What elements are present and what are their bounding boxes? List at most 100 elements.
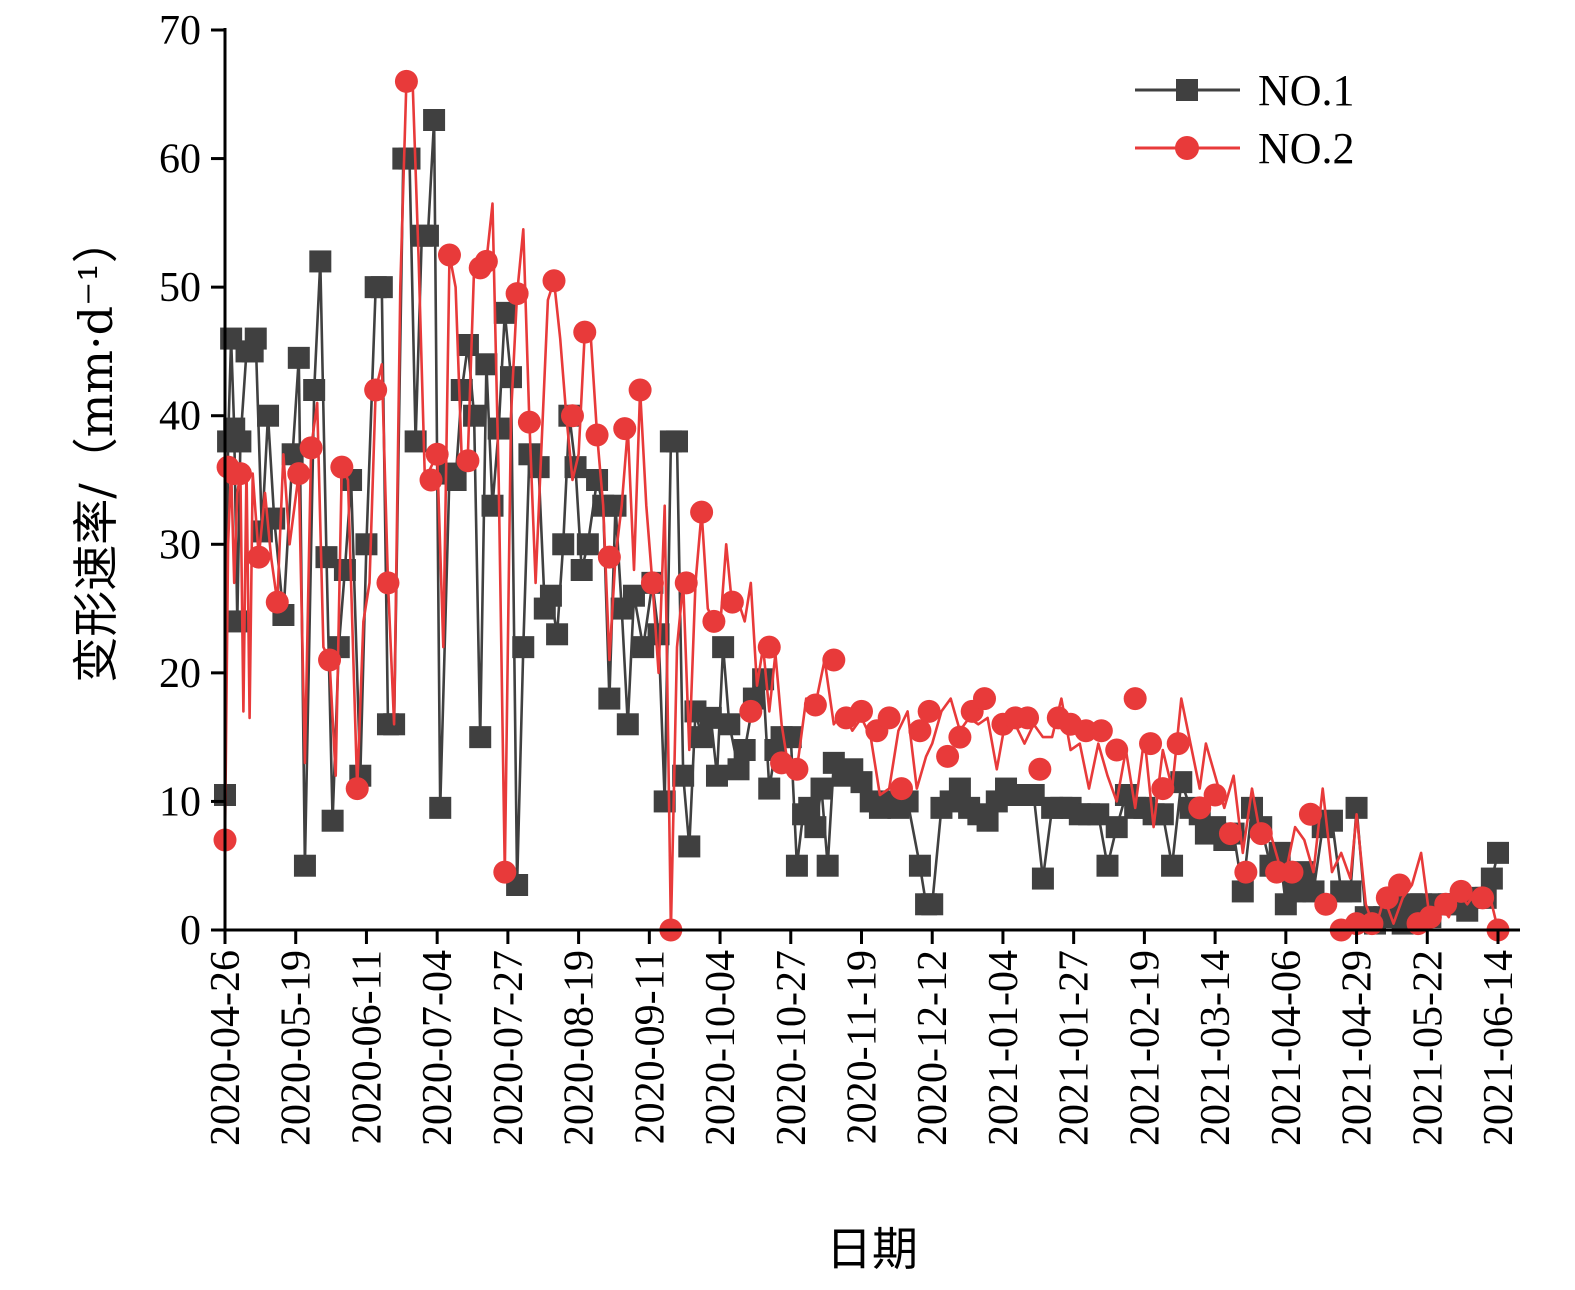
data-point-no2 [474, 249, 498, 273]
x-tick-label: 2021-04-06 [1264, 950, 1310, 1146]
x-tick-label: 2020-09-11 [627, 950, 673, 1144]
data-point-no1 [546, 623, 569, 646]
data-point-no1 [712, 636, 735, 659]
legend-label-no1: NO.1 [1258, 66, 1355, 115]
data-point-no1 [450, 379, 473, 401]
data-point-no2 [1434, 892, 1458, 916]
data-point-no2 [1298, 802, 1322, 826]
legend: NO.1 NO.2 [1135, 66, 1355, 173]
data-point-no2 [345, 777, 369, 801]
x-tick-label: 2020-11-19 [840, 950, 886, 1144]
data-point-no1 [404, 430, 427, 453]
data-point-no2 [560, 404, 584, 428]
data-point-no1 [616, 713, 639, 736]
data-point-no2 [1166, 732, 1190, 756]
data-point-no2 [803, 693, 827, 717]
data-point-no1 [287, 346, 310, 369]
legend-marker-no2 [1175, 136, 1199, 160]
x-tick-label: 2021-03-14 [1193, 950, 1239, 1146]
data-point-no2 [1218, 822, 1242, 846]
data-point-no2 [948, 725, 972, 749]
data-point-no1 [539, 584, 562, 607]
y-tick-label: 0 [180, 908, 201, 954]
data-point-no1 [444, 469, 467, 491]
data-point-no2 [1314, 892, 1338, 916]
data-point-no2 [437, 243, 461, 267]
x-tick-label: 2021-05-22 [1405, 950, 1451, 1146]
data-point-no1 [1231, 880, 1254, 903]
data-point-no1 [647, 623, 670, 646]
data-point-no2 [822, 648, 846, 672]
data-point-no1 [469, 726, 492, 749]
data-point-no1 [948, 777, 971, 800]
y-tick-label: 70 [159, 8, 201, 54]
data-point-no2 [419, 468, 443, 492]
x-tick-label: 2020-10-27 [769, 950, 815, 1146]
data-point-no1 [816, 854, 839, 877]
data-point-no1 [303, 379, 326, 401]
data-point-no2 [573, 320, 597, 344]
data-point-no2 [247, 545, 271, 569]
data-point-no2 [889, 777, 913, 801]
data-point-no1 [758, 777, 781, 800]
data-point-no2 [299, 436, 323, 460]
series-layer [213, 69, 1510, 942]
data-point-no1 [1339, 880, 1362, 903]
x-tick-label: 2021-04-29 [1335, 950, 1381, 1146]
data-point-no1 [1031, 867, 1054, 890]
legend-label-no2: NO.2 [1258, 124, 1355, 173]
y-axis-title: 变形速率/（mm·d⁻¹） [69, 217, 123, 683]
data-point-no1 [1241, 796, 1264, 819]
y-tick-label: 10 [159, 779, 201, 825]
data-point-no2 [597, 545, 621, 569]
data-point-no1 [678, 835, 701, 858]
data-point-no2 [1249, 822, 1273, 846]
data-point-no2 [739, 699, 763, 723]
data-point-no1 [672, 764, 695, 787]
data-point-no1 [705, 764, 728, 787]
x-tick-label: 2020-06-11 [344, 950, 390, 1144]
data-point-no2 [1151, 777, 1175, 801]
ticks-layer: 0 10 20 30 40 50 60 70 2020-04-26 2020-05-19 2020-… [159, 8, 1522, 1146]
data-point-no1 [570, 559, 593, 581]
data-point-no1 [1480, 867, 1503, 890]
data-point-no2 [505, 282, 529, 306]
data-point-no1 [1487, 841, 1509, 864]
data-point-no2 [425, 442, 449, 466]
data-point-no1 [733, 739, 756, 761]
data-point-no2 [877, 706, 901, 730]
data-point-no1 [463, 404, 486, 427]
data-point-no1 [622, 584, 645, 607]
data-point-no1 [804, 816, 827, 839]
data-point-no1 [416, 224, 439, 247]
data-point-no1 [244, 327, 267, 350]
data-point-no1 [718, 713, 741, 736]
data-point-no2 [542, 269, 566, 293]
x-axis-title: 日期 [826, 1222, 918, 1276]
data-point-no2 [702, 609, 726, 633]
data-point-no1 [921, 893, 944, 916]
data-point-no2 [613, 417, 637, 441]
data-point-no2 [628, 378, 652, 402]
data-point-no2 [456, 449, 480, 473]
data-point-no1 [355, 533, 378, 556]
data-point-no2 [785, 757, 809, 781]
data-point-no1 [370, 276, 393, 299]
series-1 [214, 109, 1509, 935]
x-tick-label: 2020-07-27 [486, 950, 532, 1146]
data-point-no2 [1016, 706, 1040, 730]
data-point-no1 [908, 854, 931, 877]
x-tick-label: 2020-04-26 [203, 950, 249, 1146]
x-tick-label: 2020-08-19 [557, 950, 603, 1146]
data-point-no1 [1105, 816, 1128, 839]
y-tick-label: 30 [159, 522, 201, 568]
data-point-no1 [598, 687, 621, 710]
data-point-no1 [850, 771, 873, 794]
data-point-no1 [293, 854, 316, 877]
data-point-no1 [1170, 771, 1193, 794]
data-point-no1 [666, 430, 689, 453]
data-point-no2 [908, 719, 932, 743]
data-point-no2 [1388, 873, 1412, 897]
data-point-no1 [456, 334, 479, 356]
data-point-no1 [1345, 796, 1368, 819]
